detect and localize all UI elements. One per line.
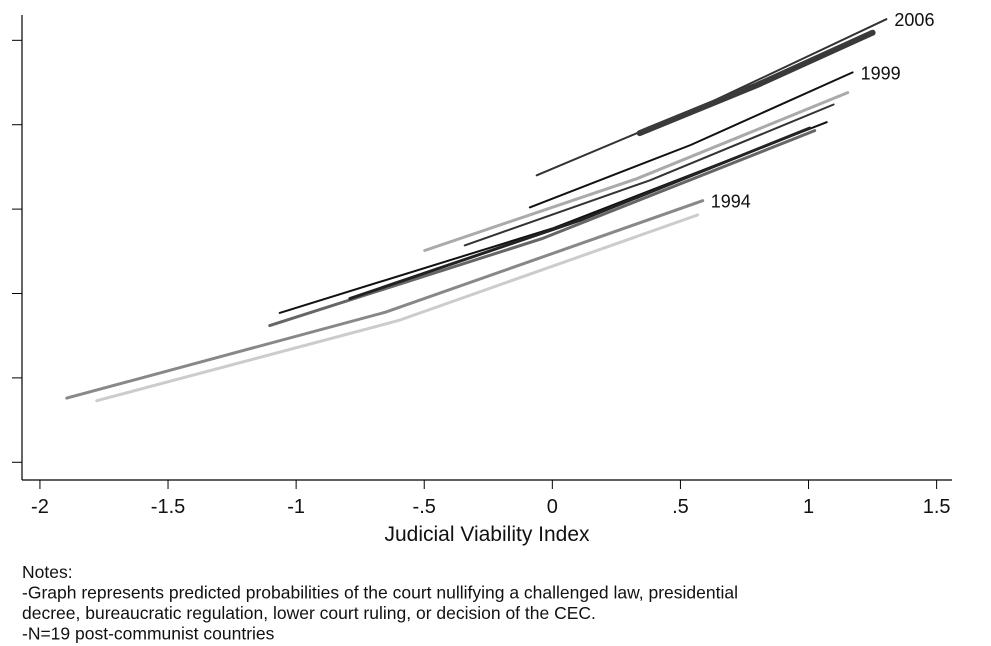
note-line: -Graph represents predicted probabilitie… [22,583,738,603]
x-tick-label: -2 [31,496,49,518]
note-line: -N=19 post-communist countries [22,624,275,644]
series-line [278,121,828,314]
x-tick-label: 0 [547,496,558,518]
x-tick-label: 1 [803,496,814,518]
series-line [348,126,812,301]
x-tick-label: .5 [672,496,689,518]
x-tick-label: -1 [287,496,305,518]
series-label: 2006 [894,10,934,30]
series-line [528,71,854,209]
note-line: Notes: [22,562,73,582]
x-axis-label: Judicial Viability Index [384,523,590,546]
note-line: decree, bureaucratic regulation, lower c… [22,603,596,623]
x-tick-label: -.5 [413,496,436,518]
series-line [268,129,817,328]
series-label: 1994 [711,192,751,212]
x-tick-label: -1.5 [151,496,185,518]
series-line [95,213,700,403]
series-line [65,199,705,400]
x-tick-label: 1.5 [923,496,951,518]
series-line [636,29,876,137]
series-line [423,91,850,252]
series-label: 1999 [861,63,901,83]
series-line [463,103,835,247]
